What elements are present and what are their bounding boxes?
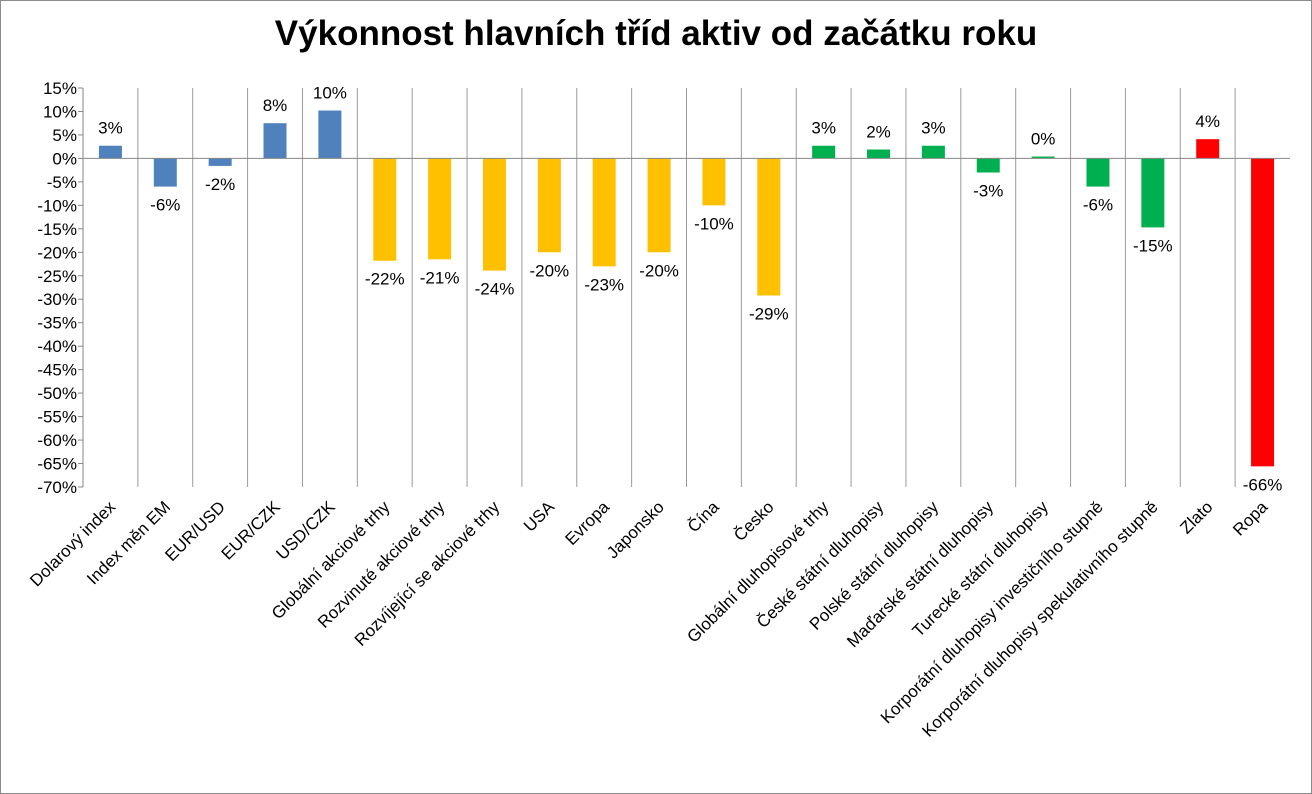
data-label: -10% <box>694 214 734 233</box>
y-tick-label: -10% <box>37 196 77 215</box>
bar <box>921 145 945 159</box>
data-label: -29% <box>749 304 789 323</box>
chart-title: Výkonnost hlavních tříd aktiv od začátku… <box>274 14 1038 53</box>
bar <box>98 145 122 159</box>
bar <box>592 158 616 267</box>
y-tick-label: 5% <box>52 126 77 145</box>
bar <box>1196 139 1220 159</box>
bar <box>702 158 726 206</box>
bar <box>1141 158 1165 228</box>
category-label: Japonsko <box>603 497 668 562</box>
data-label: -22% <box>365 270 405 289</box>
y-tick-label: -15% <box>37 220 77 239</box>
bar <box>1086 158 1110 187</box>
data-label: 3% <box>921 119 946 138</box>
category-label: Čína <box>684 497 723 536</box>
y-tick-label: -60% <box>37 431 77 450</box>
bar <box>537 158 561 253</box>
data-label: -24% <box>475 280 515 299</box>
bar <box>263 123 287 159</box>
data-label: -3% <box>973 181 1003 200</box>
y-tick-label: 10% <box>43 102 77 121</box>
data-label: 8% <box>263 96 288 115</box>
category-label: Evropa <box>562 497 614 549</box>
data-label: -2% <box>205 175 235 194</box>
bar <box>647 158 671 253</box>
data-label: -66% <box>1243 475 1283 494</box>
category-label: Zlato <box>1176 497 1216 537</box>
bar <box>976 158 1000 173</box>
y-tick-label: -40% <box>37 337 77 356</box>
data-label: 10% <box>313 84 347 103</box>
data-label: -23% <box>584 275 624 294</box>
bar <box>757 158 781 296</box>
data-label: -15% <box>1133 236 1173 255</box>
category-label: EUR/USD <box>161 497 229 565</box>
y-tick-label: -5% <box>47 173 77 192</box>
category-label: Česko <box>730 497 778 545</box>
y-tick-label: 15% <box>43 79 77 98</box>
data-label: -6% <box>1083 196 1113 215</box>
y-tick-label: -30% <box>37 290 77 309</box>
y-tick-label: -20% <box>37 243 77 262</box>
data-label: 3% <box>811 119 836 138</box>
data-label: 0% <box>1031 130 1056 149</box>
data-label: -20% <box>529 261 569 280</box>
bar <box>867 149 891 159</box>
bar <box>373 158 397 261</box>
bar <box>153 158 177 187</box>
y-tick-label: 0% <box>52 149 77 168</box>
y-tick-label: -25% <box>37 267 77 286</box>
data-label: -6% <box>150 196 180 215</box>
y-tick-label: -35% <box>37 314 77 333</box>
bar <box>208 158 232 166</box>
data-label: 4% <box>1195 112 1220 131</box>
bar <box>812 145 836 159</box>
bar <box>482 158 506 271</box>
category-label: USA <box>520 497 559 536</box>
y-tick-label: -45% <box>37 361 77 380</box>
bar <box>1251 158 1275 467</box>
data-label: -20% <box>639 261 679 280</box>
bar <box>428 158 452 260</box>
bar <box>1031 156 1055 159</box>
data-label: 2% <box>866 122 891 141</box>
category-label: Ropa <box>1229 497 1272 540</box>
y-tick-label: -65% <box>37 455 77 474</box>
data-label: 3% <box>98 119 123 138</box>
data-label: -21% <box>420 268 460 287</box>
y-tick-label: -50% <box>37 384 77 403</box>
y-tick-label: -70% <box>37 478 77 497</box>
y-tick-label: -55% <box>37 408 77 427</box>
category-label: EUR/CZK <box>218 497 285 564</box>
bar <box>318 110 342 159</box>
